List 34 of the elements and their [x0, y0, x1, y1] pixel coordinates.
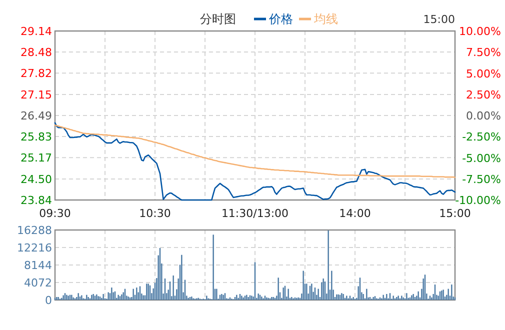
- text: 15:00: [423, 13, 455, 26]
- y2-tick-label: 2.50%: [466, 88, 501, 102]
- y-tick-label: 12216: [17, 242, 52, 254]
- y-tick-label: 0: [45, 294, 52, 307]
- legend-label: 均线: [313, 12, 338, 26]
- y2-tick-label: 10.00%: [459, 25, 501, 38]
- y-tick-label: 25.17: [20, 152, 52, 165]
- y2-tick-label: 7.50%: [466, 46, 501, 60]
- y2-tick-label: 5.00%: [466, 67, 501, 80]
- y-tick-label: 28.48: [20, 46, 52, 60]
- chart-title: 分时图: [200, 12, 236, 26]
- y2-tick-label: 0.00%: [466, 110, 501, 122]
- x-tick-label: 15:00: [439, 207, 471, 220]
- y-tick-label: 25.83: [20, 130, 52, 144]
- y-tick-label: 27.15: [20, 88, 52, 102]
- y-tick-label: 4072: [24, 276, 52, 290]
- y2-tick-label: -10.00%: [455, 194, 501, 207]
- x-tick-label: 10:30: [139, 207, 171, 220]
- x-tick-label: 14:00: [339, 207, 371, 220]
- y-tick-label: 23.84: [20, 194, 52, 207]
- x-tick-label: 09:30: [39, 207, 71, 220]
- y-tick-label: 27.82: [20, 67, 52, 80]
- y2-tick-label: -5.00%: [462, 152, 501, 165]
- y-tick-label: 8144: [24, 259, 52, 272]
- line-series: [54, 122, 456, 201]
- y-tick-label: 16288: [17, 224, 52, 237]
- legend-label: 价格: [268, 12, 293, 26]
- x-tick-label: 11:30/13:00: [221, 207, 289, 220]
- y2-tick-label: -7.50%: [462, 172, 501, 186]
- y-tick-label: 26.49: [20, 110, 52, 122]
- line-series: [54, 124, 456, 178]
- y-tick-label: 29.14: [20, 25, 52, 38]
- y-tick-label: 24.50: [20, 172, 52, 186]
- y2-tick-label: -2.50%: [462, 130, 501, 144]
